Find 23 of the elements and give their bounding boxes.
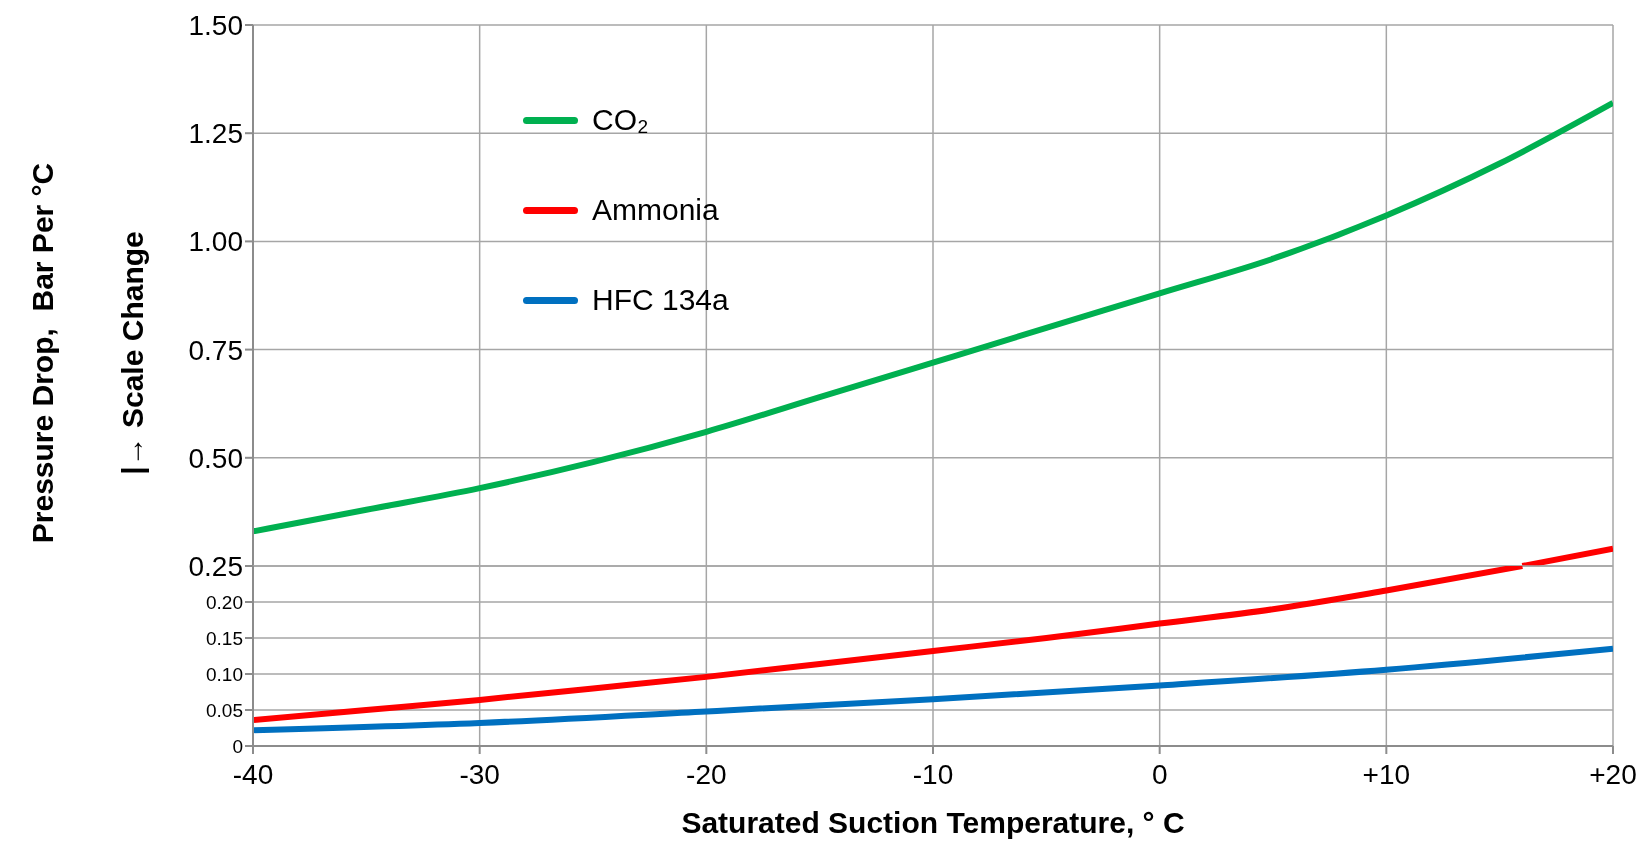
x-tick-label: -10 (912, 758, 954, 790)
y-tick-label: 0 (232, 735, 243, 757)
y-tick-label: 0.20 (206, 591, 243, 613)
y-tick-label: 1.25 (188, 118, 243, 150)
y-tick-label: 0.25 (188, 550, 243, 582)
y-tick-label: 0.75 (188, 334, 243, 366)
legend-label: Ammonia (592, 193, 719, 227)
x-tick-label: -20 (686, 758, 727, 790)
y-tick-label: 0.15 (206, 627, 243, 649)
x-tick-label: -30 (459, 758, 500, 790)
legend-label: HFC 134a (592, 283, 729, 317)
x-axis-title: Saturated Suction Temperature, ° C (680, 806, 1186, 840)
y-tick-label: 0.05 (206, 699, 243, 721)
y-tick-label: 1.50 (188, 9, 243, 41)
x-tick-label: 0 (1151, 758, 1168, 790)
y-tick-label: 0.50 (188, 442, 243, 474)
x-tick-label: +10 (1362, 758, 1411, 790)
y-tick-label: 1.00 (188, 226, 243, 258)
text: Pressure Drop, Bar Per °C |→ Scale Change (26, 162, 149, 544)
y-tick-label: 0.10 (206, 663, 243, 685)
x-tick-label: -40 (232, 758, 274, 790)
legend-label: CO₂ (592, 103, 649, 137)
x-tick-label: +20 (1589, 758, 1637, 790)
